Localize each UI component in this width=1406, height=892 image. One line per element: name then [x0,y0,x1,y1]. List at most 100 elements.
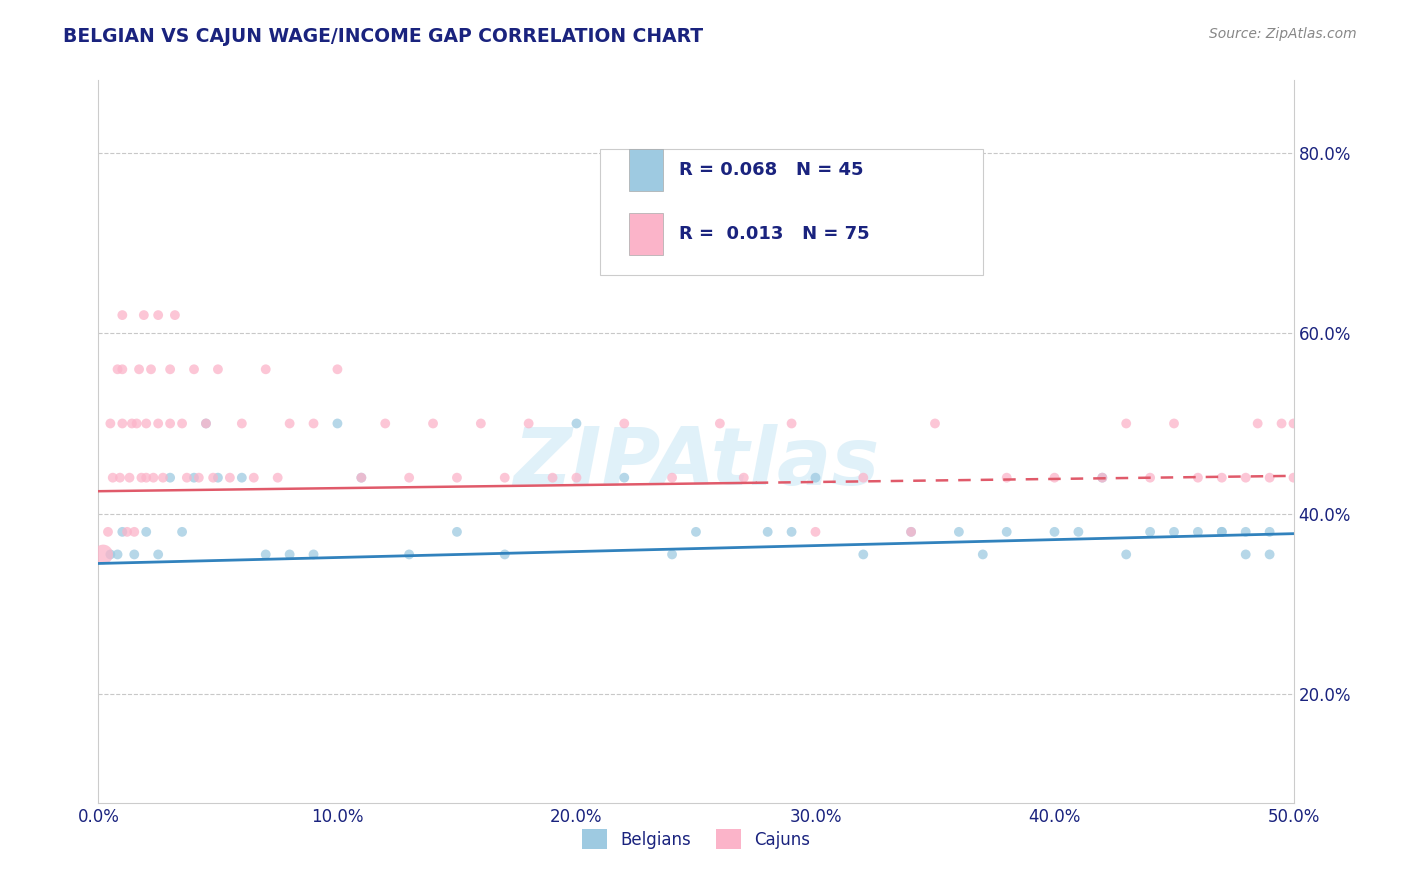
Point [183,362,205,376]
Point [195,417,218,431]
Point [111,308,134,322]
Point [1234,524,1257,539]
Point [1139,524,1161,539]
Point [900,524,922,539]
Point [541,471,564,485]
Point [852,548,875,562]
Point [302,417,325,431]
Point [124,524,146,539]
Point [128,362,150,376]
Point [685,524,707,539]
Point [231,471,253,485]
Point [207,362,229,376]
Point [108,471,131,485]
FancyBboxPatch shape [628,149,662,191]
Point [1187,471,1209,485]
Point [132,308,155,322]
Text: R = 0.068   N = 45: R = 0.068 N = 45 [679,161,863,179]
Point [135,471,157,485]
Point [972,548,994,562]
Point [446,471,468,485]
Point [142,471,165,485]
Point [278,417,301,431]
Point [1067,524,1090,539]
Point [398,548,420,562]
Point [1271,417,1294,431]
Point [470,417,492,431]
Point [121,417,143,431]
Point [1258,524,1281,539]
Point [661,548,683,562]
Point [302,548,325,562]
Point [91,548,114,562]
Point [187,471,209,485]
Point [565,417,588,431]
Point [139,362,162,376]
Point [1211,471,1233,485]
Point [243,471,266,485]
Point [1234,548,1257,562]
FancyBboxPatch shape [628,213,662,255]
Point [326,362,349,376]
Point [1282,471,1305,485]
Point [267,471,290,485]
Point [159,362,181,376]
Point [125,417,148,431]
Point [1091,471,1114,485]
Point [159,471,181,485]
Point [350,471,373,485]
Point [1258,471,1281,485]
FancyBboxPatch shape [600,149,983,276]
Legend: Belgians, Cajuns: Belgians, Cajuns [575,822,817,856]
Point [97,524,120,539]
Point [613,471,636,485]
Point [111,524,134,539]
Point [1211,524,1233,539]
Point [661,471,683,485]
Point [124,548,146,562]
Point [1187,524,1209,539]
Point [98,548,122,562]
Point [852,471,875,485]
Point [278,548,301,562]
Point [1234,471,1257,485]
Point [1163,417,1185,431]
Point [924,417,946,431]
Point [219,471,242,485]
Point [135,524,157,539]
Point [118,471,141,485]
Point [995,471,1018,485]
Text: Source: ZipAtlas.com: Source: ZipAtlas.com [1209,27,1357,41]
Point [207,471,229,485]
Point [254,362,277,376]
Point [494,471,516,485]
Point [98,417,122,431]
Point [374,417,396,431]
Point [446,524,468,539]
Text: R =  0.013   N = 75: R = 0.013 N = 75 [679,225,870,244]
Point [900,524,922,539]
Point [350,471,373,485]
Point [1115,417,1137,431]
Point [709,417,731,431]
Point [152,471,174,485]
Text: ZIPAtlas: ZIPAtlas [513,425,879,502]
Point [131,471,153,485]
Point [517,417,540,431]
Point [159,417,181,431]
Point [172,524,194,539]
Point [756,524,779,539]
Point [111,362,134,376]
Point [804,524,827,539]
Point [733,471,755,485]
Point [135,417,157,431]
Point [804,471,827,485]
Point [780,417,803,431]
Point [148,417,170,431]
Point [107,362,129,376]
Point [148,308,170,322]
Point [148,548,170,562]
Point [1163,524,1185,539]
Point [1115,548,1137,562]
Point [1211,524,1233,539]
